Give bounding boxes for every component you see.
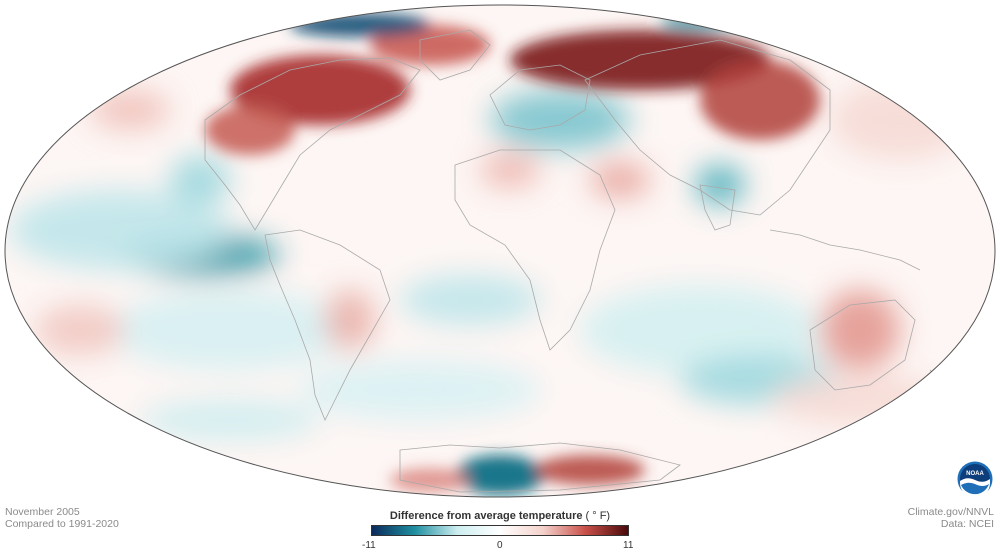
legend-max-label: 11 <box>623 540 634 551</box>
noaa-logo: NOAA <box>957 461 993 497</box>
legend-unit: ( ° F) <box>585 510 611 522</box>
legend-color-bar <box>371 525 629 536</box>
legend-title-text: Difference from average temperature <box>389 510 583 522</box>
polar-anomaly-field <box>205 13 820 495</box>
source-credit: Climate.gov/NNVL <box>907 506 994 518</box>
noaa-logo-text: NOAA <box>966 471 984 477</box>
land-outlines <box>204 29 946 493</box>
comparison-label: Compared to 1991-2020 <box>5 518 119 530</box>
date-label: November 2005 <box>5 506 80 518</box>
legend-min-label: -11 <box>362 540 376 551</box>
date-caption: November 2005 Compared to 1991-2020 <box>5 506 119 530</box>
anomaly-field <box>10 80 970 440</box>
temperature-anomaly-map <box>4 4 996 498</box>
credits: Climate.gov/NNVL Data: NCEI <box>908 506 994 530</box>
data-credit: Data: NCEI <box>940 518 994 530</box>
legend-mid-label: 0 <box>497 540 503 551</box>
legend-title: Difference from average temperature ( ° … <box>0 510 1000 522</box>
globe-outline <box>4 4 996 498</box>
